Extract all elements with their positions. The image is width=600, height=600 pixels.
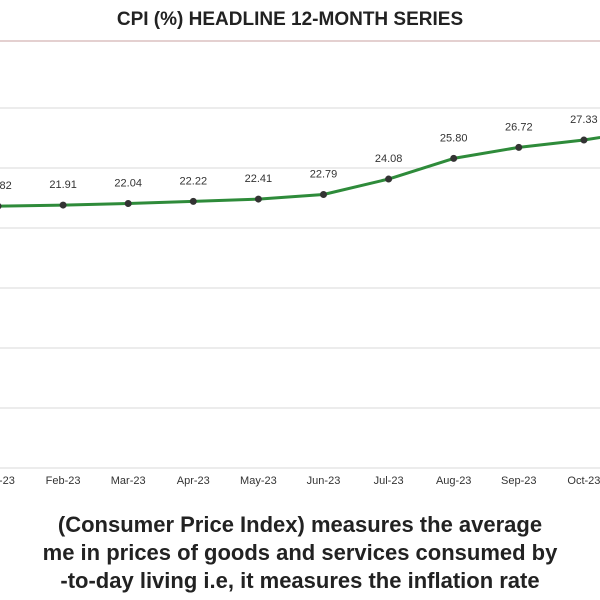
data-point: [320, 191, 327, 199]
data-label: 24.08: [375, 153, 403, 165]
data-point: [0, 203, 2, 210]
x-tick-label: Apr-23: [177, 475, 210, 487]
data-label: 22.79: [310, 168, 338, 180]
data-point: [59, 201, 67, 209]
x-tick-label: Sep-23: [501, 475, 536, 487]
x-tick-label: Oct-23: [567, 475, 600, 487]
data-point: [580, 136, 588, 144]
x-tick-label: Feb-23: [46, 475, 81, 487]
data-point: [515, 143, 523, 151]
data-point: [254, 195, 262, 203]
data-point: [124, 200, 132, 208]
data-point: [385, 175, 393, 183]
data-label: 25.80: [440, 132, 468, 144]
data-label: 22.22: [180, 175, 208, 187]
data-label: 22.41: [245, 173, 273, 185]
x-tick-label: Aug-23: [436, 475, 471, 487]
x-tick-label: Jan-23: [0, 475, 15, 487]
data-point: [189, 197, 197, 205]
plot: Jan-23 Feb-23 Mar-23 Apr-23 May-23 Jun-23 Jul-…: [0, 107, 600, 487]
x-tick-label: Jun-23: [307, 475, 341, 487]
data-label: 26.72: [505, 121, 533, 133]
caption-line: -to-day living i.e, it measures the infl…: [60, 568, 539, 593]
caption-line: (Consumer Price Index) measures the aver…: [58, 512, 542, 537]
data-label: 22.04: [114, 177, 142, 189]
caption-line: me in prices of goods and services consu…: [43, 540, 558, 565]
data-label: 21.82: [0, 180, 12, 192]
x-tick-label: Mar-23: [111, 475, 146, 487]
data-label: 21.91: [49, 179, 77, 191]
x-tick-label: May-23: [240, 475, 277, 487]
chart-title: CPI (%) HEADLINE 12-MONTH SERIES: [117, 9, 463, 30]
data-label: 27.33: [570, 114, 598, 126]
x-tick-label: Jul-23: [374, 475, 404, 487]
data-point: [450, 154, 458, 162]
